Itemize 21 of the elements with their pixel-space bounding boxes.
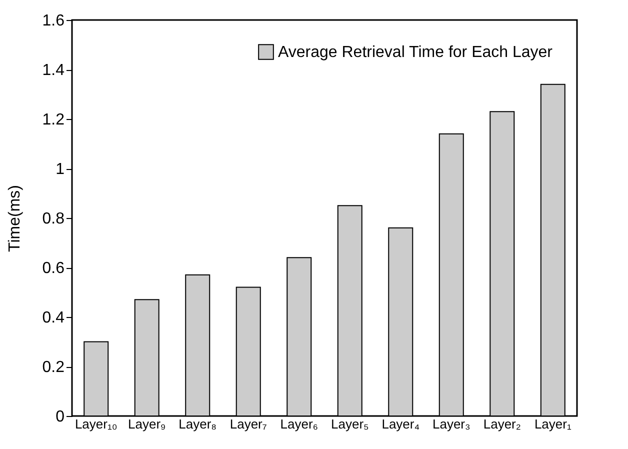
y-tick-label: 1.2 [42, 112, 65, 128]
x-tick-label: Layer₁ [534, 416, 572, 432]
x-tick-label: Layer₇ [230, 416, 268, 432]
y-axis-title: Time(ms) [6, 185, 24, 252]
x-tick-label: Layer₁₀ [74, 416, 118, 432]
y-tick-label: 0 [56, 408, 65, 426]
y-tick-label: 0.4 [42, 310, 65, 326]
y-tick-label: 0.2 [42, 359, 65, 376]
y-tick-label: 1 [56, 161, 65, 178]
x-tick-label: Layer₈ [178, 416, 217, 432]
legend-label: Average Retrieval Time for Each Layer [278, 44, 554, 61]
x-tick-label: Layer₅ [330, 416, 369, 432]
x-tick-label: Layer₆ [280, 416, 318, 432]
y-tick-label: 1.4 [42, 62, 65, 79]
y-tick-label: 0.8 [42, 210, 65, 228]
x-tick-label: Layer₂ [483, 416, 521, 432]
y-tick-label: 0.6 [42, 260, 65, 277]
x-tick-label: Layer₃ [432, 416, 470, 432]
y-tick-label: 1.6 [42, 12, 65, 30]
x-tick-label: Layer₄ [382, 416, 420, 432]
x-tick-label: Layer₉ [128, 416, 166, 432]
